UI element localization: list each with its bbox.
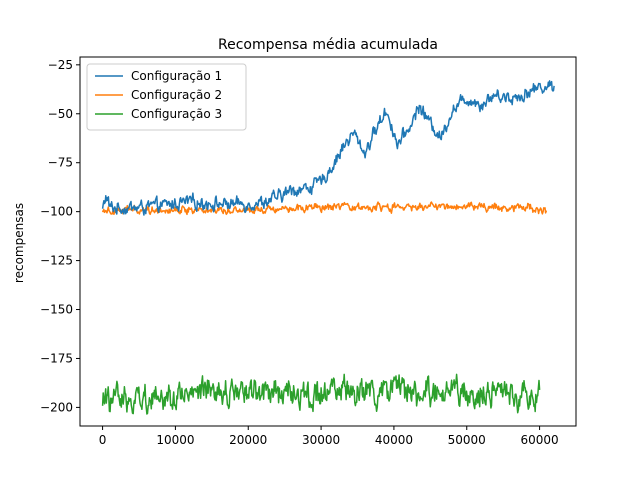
x-tick-label: 20000: [229, 433, 267, 447]
x-tick-label: 10000: [156, 433, 194, 447]
legend-box: [86, 63, 247, 131]
x-tick-label: 0: [99, 433, 107, 447]
y-tick-label: −125: [40, 254, 73, 268]
plot-area: [101, 80, 555, 415]
axes-frame: [79, 56, 577, 427]
x-tick-label: 60000: [520, 433, 558, 447]
x-tick-label: 50000: [448, 433, 486, 447]
legend: Configuração 1 Configuração 2 Configuração…: [86, 63, 247, 131]
chart-title: Recompensa média acumulada: [218, 37, 438, 53]
legend-entry-label: Configuração 1: [131, 69, 222, 83]
series-line: [101, 80, 555, 216]
x-tick-label: 40000: [375, 433, 413, 447]
y-tick-label: −75: [48, 156, 73, 170]
y-tick-label: −50: [48, 107, 73, 121]
legend-entry-label: Configuração 2: [131, 88, 222, 102]
y-tick-label: −175: [40, 351, 73, 365]
x-tick-label: 30000: [302, 433, 340, 447]
y-axis: −25 −50 −75 −100 −125 −150 −175 −200: [40, 58, 80, 414]
y-tick-label: −100: [40, 205, 73, 219]
y-axis-label: recompensas: [12, 203, 26, 283]
y-tick-label: −150: [40, 303, 73, 317]
series-line: [101, 373, 541, 415]
y-tick-label: −200: [40, 400, 73, 414]
y-tick-label: −25: [48, 58, 73, 72]
x-axis: 0 10000 20000 30000 40000 50000 60000: [99, 426, 559, 447]
series-line: [101, 201, 548, 216]
legend-entry-label: Configuração 3: [131, 107, 222, 121]
